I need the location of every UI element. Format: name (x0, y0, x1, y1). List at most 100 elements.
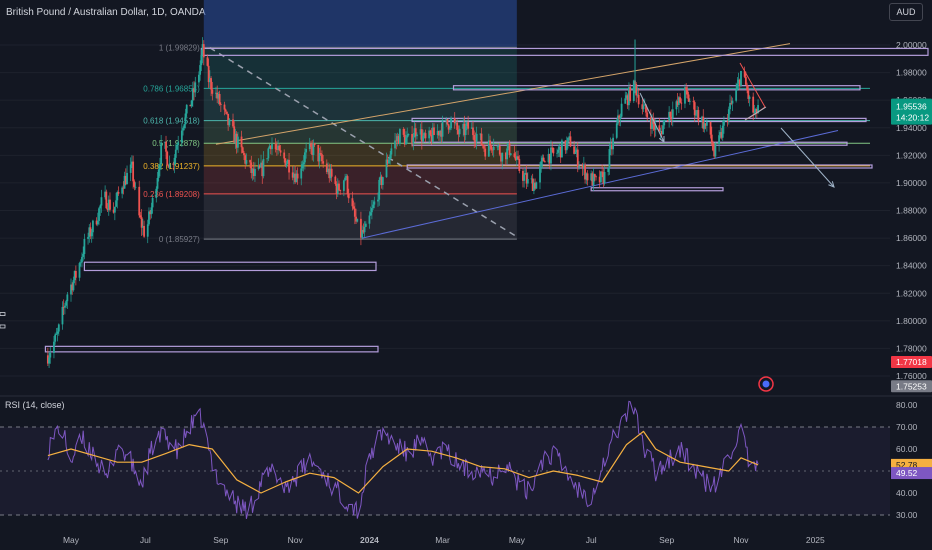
candle-body (727, 109, 730, 122)
candle-body (576, 149, 579, 167)
fib-zone-band (203, 47, 517, 89)
time-axis-tick: Sep (659, 535, 674, 545)
candle-body (658, 125, 661, 132)
candle-body (547, 154, 550, 163)
support-resistance-zone (83, 261, 377, 272)
candle-body (267, 148, 270, 159)
candle-body (295, 173, 298, 183)
chart-symbol-title: British Pound / Australian Dollar, 1D, O… (6, 7, 206, 18)
candle-body (731, 100, 734, 104)
candle-body (479, 133, 482, 135)
candle-body (54, 334, 57, 342)
candle-body (194, 82, 197, 93)
rsi-axis-tick: 80.00 (896, 400, 918, 410)
time-axis-tick: Mar (435, 535, 450, 545)
candle-body (603, 171, 606, 184)
candle-body (377, 199, 379, 202)
candle-body (402, 129, 405, 135)
candle-body (206, 57, 209, 66)
candle-body (735, 90, 738, 101)
candle-body (308, 143, 311, 150)
candle-body (372, 204, 375, 209)
candle-body (182, 128, 184, 131)
candle-body (618, 115, 621, 120)
candle-body (388, 159, 390, 164)
candle-body (283, 152, 286, 159)
candle-body (61, 306, 64, 325)
candle-body (274, 144, 277, 150)
candle-body (227, 113, 230, 126)
candle-body (484, 148, 487, 157)
candle-body (66, 294, 69, 302)
candle-body (107, 199, 110, 211)
candle-body (216, 92, 219, 99)
candle-body (447, 124, 450, 130)
candle-body (501, 152, 504, 162)
candle-body (99, 205, 102, 209)
candle-body (344, 177, 346, 181)
candle-body (109, 199, 111, 210)
candle-body (184, 113, 187, 125)
candle-body (534, 182, 537, 189)
candle-body (615, 123, 618, 138)
candle-body (395, 140, 398, 142)
candle-body (453, 118, 456, 124)
time-axis-tick: Nov (288, 535, 304, 545)
candle-body (73, 270, 76, 281)
candle-body (475, 133, 478, 142)
candle-body (445, 119, 448, 122)
candle-body (82, 253, 85, 257)
candle-body (663, 120, 666, 126)
candle-body (330, 168, 333, 177)
time-axis-tick: Nov (733, 535, 749, 545)
candle-body (429, 130, 432, 135)
candle-body (457, 129, 460, 135)
candle-body (552, 147, 555, 154)
candle-body (668, 111, 671, 121)
candle-body (625, 95, 628, 99)
candle-body (223, 104, 226, 110)
candle-body (525, 173, 528, 184)
candle-body (208, 78, 211, 83)
support-resistance-zone (406, 164, 873, 169)
candle-body (88, 227, 91, 237)
left-edge-marker (0, 312, 6, 316)
candle-body (279, 150, 282, 153)
flag-icon-core (762, 380, 770, 388)
candle-body (677, 97, 680, 105)
candle-body (327, 168, 329, 173)
candle-body (437, 130, 440, 136)
candle-body (159, 164, 161, 170)
candle-body (386, 159, 389, 164)
fib-level-label: 0.5 (1.92878) (152, 139, 200, 148)
candle-body (746, 84, 748, 91)
candle-body (166, 151, 169, 165)
rsi-axis-tick: 70.00 (896, 422, 918, 432)
candle-body (215, 92, 217, 94)
candle-body (517, 156, 519, 159)
candle-body (600, 171, 602, 183)
time-axis-tick: Jul (586, 535, 597, 545)
candle-body (489, 140, 491, 146)
candle-body (464, 126, 467, 136)
candle-body (696, 110, 699, 115)
candle-body (71, 284, 74, 291)
candle-body (551, 147, 554, 149)
candle-body (413, 128, 416, 138)
candle-body (748, 96, 751, 99)
candle-body (148, 211, 150, 225)
candle-body (601, 171, 604, 173)
candle-body (167, 164, 170, 168)
currency-button[interactable]: AUD (889, 3, 923, 21)
price-axis-tick: 1.82000 (896, 288, 927, 298)
candle-body (535, 182, 538, 189)
candle-body (686, 90, 689, 95)
candle-body (406, 135, 409, 138)
candle-body (609, 144, 612, 150)
candle-body (79, 262, 82, 264)
candle-body (55, 333, 58, 335)
time-axis-tick: 2024 (360, 535, 379, 545)
candle-body (123, 175, 126, 189)
candle-body (355, 216, 357, 222)
